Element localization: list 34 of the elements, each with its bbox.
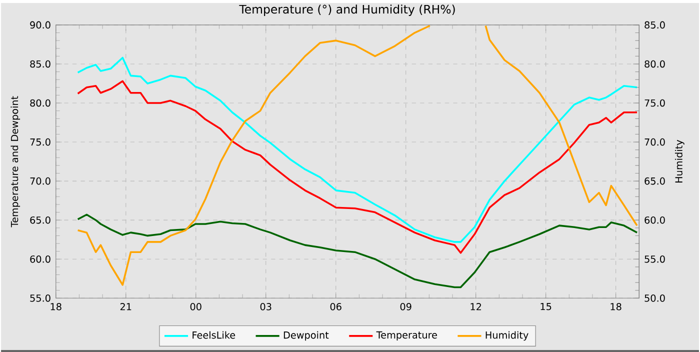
line-series [76, 56, 638, 243]
x-tick-label: 18 [610, 303, 622, 310]
x-tick-label: 00 [190, 303, 202, 310]
line-series [76, 80, 638, 254]
y-tick-label: 90.0 [30, 21, 50, 29]
x-tick-label: 09 [400, 303, 412, 310]
legend-label: Dewpoint [284, 331, 329, 341]
y2-tick-label: 55.0 [644, 255, 665, 263]
y2-tick-label: 80.0 [644, 60, 665, 68]
y2-tick-label: 70.0 [644, 138, 665, 146]
y2-tick-label: 85.0 [644, 21, 665, 29]
y2-tick-label: 65.0 [644, 177, 665, 185]
y2-tick-label: 60.0 [644, 216, 665, 224]
y2-axis-title: Humidity [674, 140, 684, 182]
y-tick-label: 70.0 [30, 177, 50, 185]
legend-label: Temperature [376, 331, 437, 340]
y-tick-label: 80.0 [30, 99, 50, 107]
x-tick-label: 06 [330, 303, 342, 310]
chart-title: Temperature (°) and Humidity (RH%) [239, 4, 455, 16]
x-tick-label: 12 [470, 303, 481, 310]
y2-tick-label: 75.0 [644, 99, 665, 107]
legend-label: Humidity [486, 331, 528, 341]
y-tick-label: 55.0 [30, 294, 50, 302]
y2-tick-label: 50.0 [644, 294, 665, 302]
y-tick-label: 85.0 [30, 60, 50, 68]
x-tick-label: 18 [50, 303, 62, 310]
y-tick-label: 75.0 [30, 138, 50, 146]
x-tick-label: 15 [540, 303, 552, 310]
y-tick-label: 60.0 [30, 255, 50, 263]
y-tick-label: 65.0 [30, 216, 50, 224]
legend-label: FeelsLike [192, 331, 236, 339]
y-axis-title: Temperature and Dewpoint [10, 96, 20, 228]
x-tick-label: 03 [260, 303, 272, 310]
x-tick-label: 21 [120, 303, 132, 310]
